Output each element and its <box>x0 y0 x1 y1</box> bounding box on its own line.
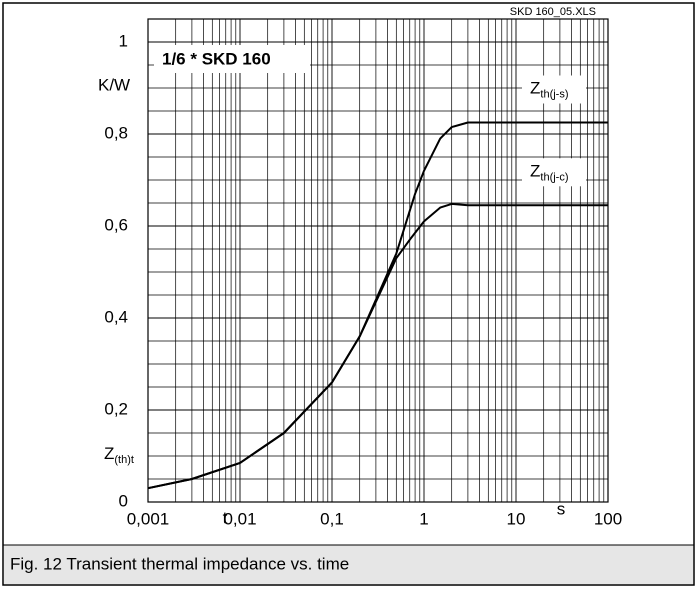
chart-title: 1/6 * SKD 160 <box>162 49 271 68</box>
y-unit: K/W <box>98 75 130 94</box>
series-label-box <box>522 158 586 187</box>
grid <box>147 18 609 503</box>
curves <box>147 121 608 490</box>
y-tick-label: 1 <box>119 31 128 50</box>
y-tick-label: 0,4 <box>104 307 128 326</box>
plot-frame <box>147 18 609 503</box>
x-tick-label: 1 <box>419 509 428 528</box>
y-label: Z(th)t <box>104 444 134 465</box>
y-label-main: Z <box>104 444 114 463</box>
x-tick-label: 10 <box>507 509 526 528</box>
caption: Fig. 12 Transient thermal impedance vs. … <box>10 554 349 573</box>
series-label-sub: th(j-s) <box>540 88 568 100</box>
y-label-sub: (th)t <box>114 454 134 466</box>
y-tick-label: 0,6 <box>104 215 128 234</box>
x-tick-label: 0,001 <box>127 509 170 528</box>
curve <box>147 202 608 490</box>
file-label: SKD 160_05.XLS <box>510 6 596 18</box>
y-tick-label: 0,2 <box>104 399 128 418</box>
x-tick-label: 0,1 <box>320 509 344 528</box>
series-label-sub: th(j-c) <box>540 171 568 183</box>
x-label: t <box>223 508 228 527</box>
series-label-main: Z <box>530 79 540 98</box>
series-label: Zth(j-c) <box>530 162 569 183</box>
x-tick-label: 100 <box>594 509 622 528</box>
y-tick-label: 0 <box>119 491 128 510</box>
title-box <box>154 45 310 73</box>
caption-bar <box>4 545 693 584</box>
x-unit: s <box>557 499 566 518</box>
series-label-box <box>522 75 586 104</box>
x-tick-label: 0,01 <box>223 509 256 528</box>
overlay: 1/6 * SKD 160 K/W Z(th)t t s 00,20,40,60… <box>98 31 622 528</box>
y-tick-label: 0,8 <box>104 123 128 142</box>
series-label: Zth(j-s) <box>530 79 569 100</box>
series-label-main: Z <box>530 162 540 181</box>
